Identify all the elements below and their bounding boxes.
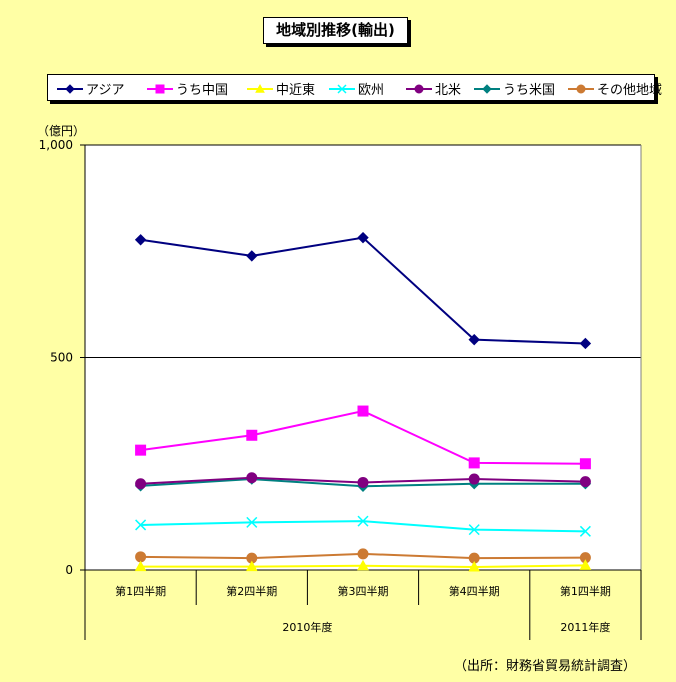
legend-swatch [568, 84, 594, 93]
legend-item: うち米国 [473, 75, 555, 102]
x-tick-label: 第1四半期 [560, 584, 611, 598]
y-axis-unit-label: （億円） [37, 124, 86, 138]
legend-label: 欧州 [358, 83, 385, 98]
legend-item: アジア [56, 75, 124, 102]
legend-swatch [406, 84, 432, 93]
data-point [468, 473, 480, 485]
y-tick-label: 0 [65, 563, 73, 577]
data-point [246, 516, 258, 528]
data-point [135, 444, 147, 456]
data-point [468, 560, 481, 572]
legend-label: その他地域 [597, 83, 663, 98]
data-point [579, 337, 592, 350]
data-point [155, 84, 165, 93]
data-point [357, 559, 369, 571]
data-point [357, 231, 369, 244]
series-うち中国 [135, 405, 591, 470]
legend-label: うち中国 [176, 83, 229, 98]
data-point [357, 548, 369, 560]
y-tick-label: 1,000 [39, 138, 73, 152]
source-note: （出所：財務省貿易統計調査） [454, 659, 637, 674]
data-point [357, 515, 369, 527]
legend: アジア うち中国 中近東 欧州 北米 うち米国 その他地域 [47, 74, 662, 102]
x-group-label: 2011年度 [560, 620, 610, 634]
data-point [579, 559, 592, 570]
data-point [246, 429, 258, 441]
legend-swatch [147, 84, 173, 93]
data-point [414, 84, 424, 93]
legend-label: うち米国 [503, 83, 556, 98]
data-point [65, 83, 75, 94]
data-point [246, 472, 258, 484]
data-point [357, 476, 369, 488]
series-中近東 [134, 559, 592, 572]
data-point [134, 234, 147, 246]
legend-swatch [247, 83, 273, 93]
legend-item: 北米 [405, 75, 461, 102]
legend-swatch [474, 83, 500, 94]
data-point [468, 524, 480, 536]
data-point [468, 333, 480, 346]
legend-label: 中近東 [276, 83, 316, 98]
data-point [579, 525, 591, 537]
series-北米 [135, 472, 591, 490]
data-point [135, 551, 147, 563]
data-point [245, 560, 258, 572]
legend-label: 北米 [435, 83, 462, 98]
legend-item: 中近東 [246, 75, 315, 102]
x-tick-label: 第4四半期 [449, 584, 500, 598]
data-point [468, 457, 480, 469]
data-point [357, 405, 369, 417]
data-point [579, 458, 591, 470]
x-tick-label: 第3四半期 [338, 584, 389, 598]
x-group-label: 2010年度 [282, 620, 332, 634]
data-point [135, 519, 147, 531]
data-point [255, 83, 265, 93]
legend-item: うち中国 [146, 75, 228, 102]
legend-item: 欧州 [328, 75, 384, 102]
x-tick-label: 第1四半期 [115, 584, 166, 598]
data-point [246, 250, 258, 262]
data-point [576, 84, 586, 93]
data-point [135, 478, 147, 490]
legend-label: アジア [86, 83, 125, 98]
chart-title: 地域別推移(輸出) [263, 17, 408, 44]
y-tick-label: 500 [50, 351, 73, 365]
x-tick-label: 第2四半期 [226, 584, 277, 598]
data-point [337, 83, 347, 94]
legend-swatch [329, 83, 355, 94]
data-point [134, 560, 147, 572]
series-欧州 [135, 515, 591, 537]
data-point [482, 83, 492, 94]
legend-item: その他地域 [567, 75, 662, 102]
series-アジア [134, 231, 592, 350]
data-point [579, 476, 591, 488]
legend-swatch [57, 83, 83, 94]
